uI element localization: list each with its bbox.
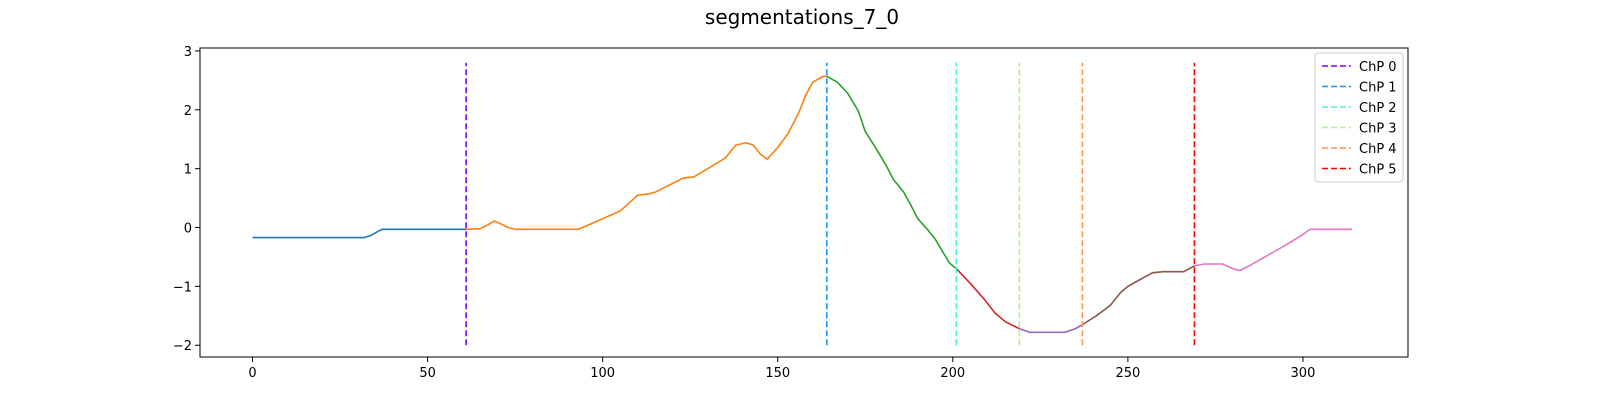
series-line-3: [955, 268, 1020, 330]
x-tick-label: 150: [765, 366, 790, 381]
legend: ChP 0 ChP 1 ChP 2 ChP 3 ChP 4 ChP 5: [1314, 52, 1404, 183]
y-tick-label: 1: [184, 163, 192, 178]
legend-label: ChP 0: [1359, 60, 1397, 75]
series-line-4: [1019, 323, 1083, 334]
x-tick-label: 100: [590, 366, 615, 381]
chart-title: segmentations_7_0: [705, 5, 899, 29]
series-line-6: [1194, 228, 1352, 272]
axes-frame: [199, 47, 1409, 358]
legend-label: ChP 4: [1359, 142, 1397, 157]
x-tick-label: 300: [1291, 366, 1316, 381]
legend-label: ChP 5: [1359, 163, 1397, 178]
y-tick-label: −2: [173, 339, 192, 354]
series-line-0: [252, 228, 467, 239]
x-tick-label: 50: [419, 366, 436, 381]
series-line-5: [1081, 265, 1195, 326]
legend-label: ChP 1: [1359, 81, 1397, 96]
y-tick-label: 3: [184, 45, 192, 60]
series-line-1: [466, 75, 827, 231]
y-tick-label: −1: [173, 280, 192, 295]
x-tick-label: 200: [940, 366, 965, 381]
legend-box: [1314, 52, 1404, 183]
x-tick-label: 250: [1115, 366, 1140, 381]
y-tick-label: 2: [184, 104, 192, 119]
plot-area: 0 50 100 150 200 250 300 −2 −1 0 1 2 3: [173, 45, 1409, 381]
x-tick-label: 0: [248, 366, 256, 381]
series-line-2: [826, 75, 957, 270]
y-tick-label: 0: [184, 222, 192, 237]
legend-label: ChP 2: [1359, 101, 1397, 116]
legend-label: ChP 3: [1359, 122, 1397, 137]
